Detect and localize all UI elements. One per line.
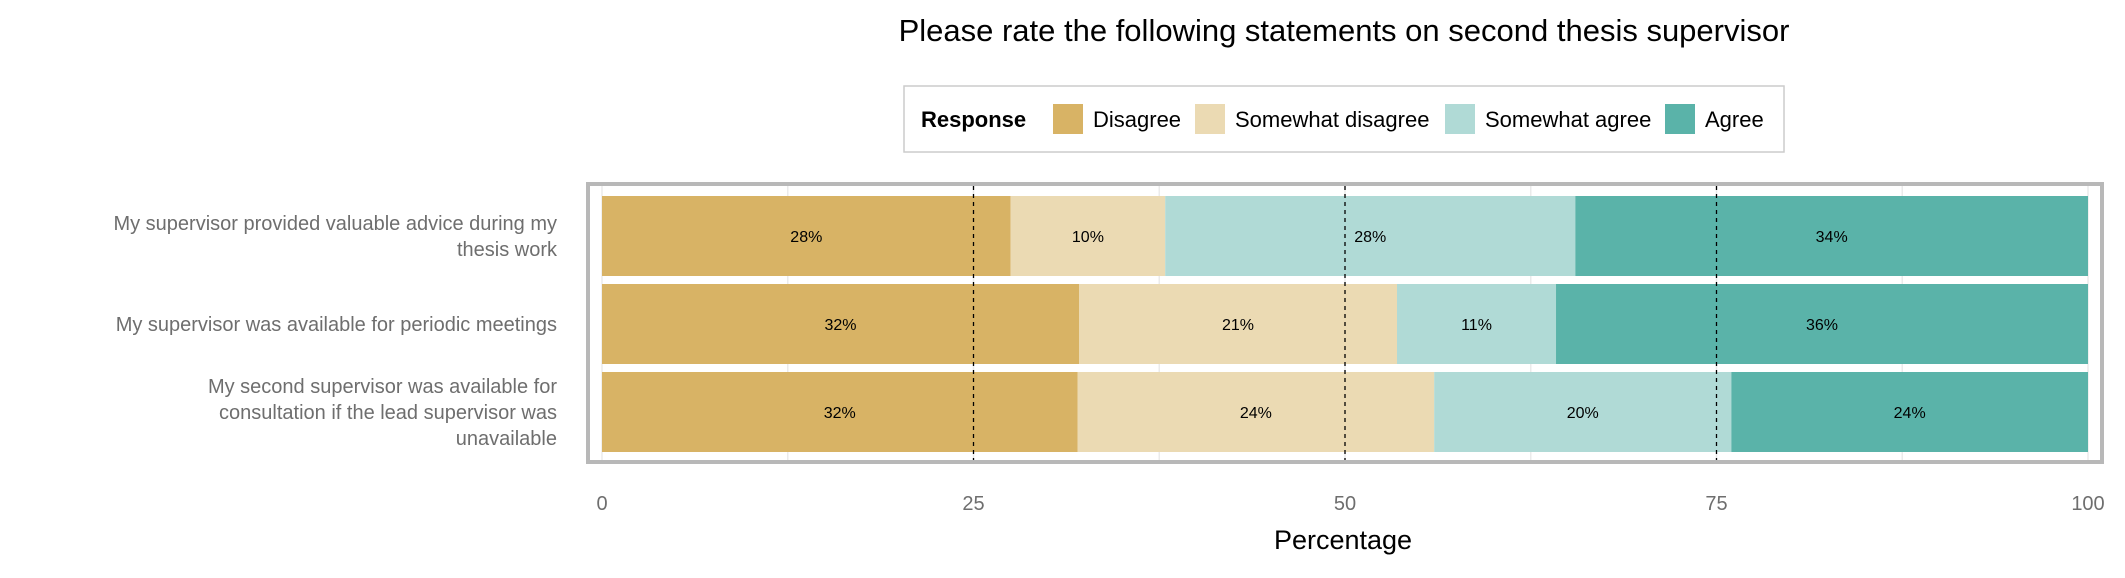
category-labels: My supervisor provided valuable advice d… bbox=[113, 213, 558, 450]
x-tick-label: 25 bbox=[962, 493, 984, 515]
category-label: My second supervisor was available for co… bbox=[208, 376, 557, 450]
bar-segment bbox=[602, 196, 1011, 276]
data-label: 10% bbox=[1072, 229, 1104, 246]
bar-segment bbox=[1731, 372, 2088, 452]
x-axis-title: Percentage bbox=[1274, 525, 1412, 555]
legend-label-2: Somewhat agree bbox=[1485, 107, 1651, 132]
legend-title: Response bbox=[921, 107, 1026, 132]
data-label: 36% bbox=[1806, 317, 1838, 334]
bar-segment bbox=[1077, 372, 1435, 452]
bar-segment bbox=[1165, 196, 1576, 276]
legend-swatch-1 bbox=[1195, 104, 1225, 134]
legend-label-3: Agree bbox=[1705, 107, 1764, 132]
legend-box bbox=[903, 85, 1785, 153]
bar-segment bbox=[1397, 284, 1557, 364]
x-tick-label: 75 bbox=[1705, 493, 1727, 515]
bar-segment bbox=[1434, 372, 1732, 452]
bar-segment bbox=[1575, 196, 2088, 276]
bar-segment bbox=[1556, 284, 2088, 364]
data-label: 28% bbox=[1354, 229, 1386, 246]
data-label: 34% bbox=[1816, 229, 1848, 246]
data-label: 20% bbox=[1567, 405, 1599, 422]
data-label: 11% bbox=[1461, 317, 1492, 334]
bar-segment bbox=[602, 372, 1078, 452]
legend-items: Disagree Somewhat disagree Somewhat agree A… bbox=[1053, 104, 1764, 134]
data-label: 32% bbox=[824, 317, 856, 334]
data-label: 32% bbox=[824, 405, 856, 422]
plot-panel: 28% 10% 28% 34% 32% 21% 11% 36% 32% 24% 20% 24% bbox=[586, 182, 2104, 464]
x-tick-label: 0 bbox=[596, 493, 607, 515]
legend: Response Disagree Somewhat disagree Somewh… bbox=[903, 85, 1785, 153]
bar-segment bbox=[602, 284, 1080, 364]
data-label: 24% bbox=[1894, 405, 1926, 422]
x-tick-label: 50 bbox=[1334, 493, 1356, 515]
category-label: My supervisor was available for periodic… bbox=[116, 314, 557, 336]
chart-title: Please rate the following statements on … bbox=[899, 13, 1790, 48]
x-axis-ticks: 0 25 50 75 100 bbox=[596, 493, 2104, 515]
legend-swatch-3 bbox=[1665, 104, 1695, 134]
legend-swatch-0 bbox=[1053, 104, 1083, 134]
legend-swatch-2 bbox=[1445, 104, 1475, 134]
data-label: 21% bbox=[1222, 317, 1254, 334]
legend-label-0: Disagree bbox=[1093, 107, 1181, 132]
data-label: 24% bbox=[1240, 405, 1272, 422]
bar-segment bbox=[1010, 196, 1166, 276]
data-label: 28% bbox=[790, 229, 822, 246]
bar-segment bbox=[1079, 284, 1398, 364]
legend-label-1: Somewhat disagree bbox=[1235, 107, 1429, 132]
x-tick-label: 100 bbox=[2071, 493, 2104, 515]
category-label: My supervisor provided valuable advice d… bbox=[113, 213, 558, 261]
